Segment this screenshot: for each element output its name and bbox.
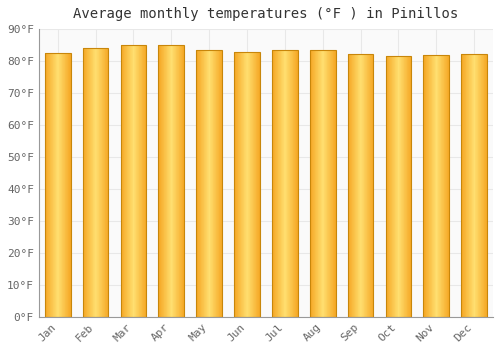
Bar — [272, 50, 297, 317]
Bar — [386, 56, 411, 317]
Bar — [45, 53, 70, 317]
Bar — [234, 52, 260, 317]
Bar — [196, 50, 222, 317]
Bar — [120, 45, 146, 317]
Bar — [82, 48, 108, 317]
Bar — [348, 54, 374, 317]
Bar — [424, 55, 449, 317]
Bar — [462, 54, 487, 317]
Bar — [310, 50, 336, 317]
Bar — [158, 46, 184, 317]
Title: Average monthly temperatures (°F ) in Pinillos: Average monthly temperatures (°F ) in Pi… — [74, 7, 458, 21]
